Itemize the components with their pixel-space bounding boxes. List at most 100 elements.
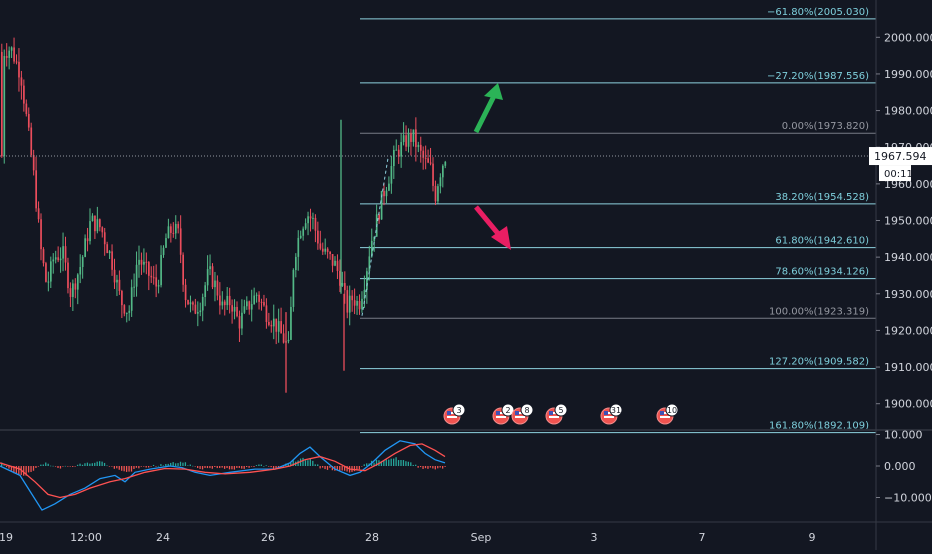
macd-histogram-bar — [25, 466, 27, 476]
candle-body — [18, 61, 20, 78]
event-count-badge — [554, 403, 568, 417]
candle-body — [177, 223, 180, 229]
candle-body — [20, 77, 23, 86]
macd-histogram-bar — [206, 466, 209, 469]
macd-histogram-bar — [255, 465, 258, 466]
macd-histogram-bar — [390, 458, 392, 466]
candle-body — [393, 149, 395, 167]
macd-histogram-bar — [76, 464, 79, 466]
macd-histogram-bar — [233, 466, 236, 470]
flag-stripe — [604, 412, 614, 414]
candle-body — [23, 85, 25, 104]
time-tick-label: 9 — [809, 531, 816, 544]
macd-histogram-bar — [197, 466, 199, 469]
candle-body — [388, 183, 390, 191]
macd-histogram-bar — [103, 462, 106, 466]
fib-label: 127.20%(1909.582) — [769, 357, 869, 368]
macd-histogram-bar — [336, 466, 338, 470]
time-tick-label: Sep — [471, 531, 492, 544]
macd-histogram-bar — [302, 457, 304, 466]
candle-body — [314, 217, 317, 231]
candle-body — [157, 285, 160, 287]
price-tick-label: 1940.000 — [884, 251, 932, 264]
flag-stripe — [549, 416, 559, 418]
macd-tick-label: 10.000 — [884, 429, 923, 442]
macd-histogram-bar — [427, 466, 429, 469]
macd-histogram-bar — [111, 466, 113, 467]
candle-body — [214, 280, 216, 288]
macd-axis[interactable]: 10.000 0.000 −10.000 — [876, 429, 932, 505]
event-marker[interactable]: 31 — [600, 403, 623, 425]
candle-body — [118, 279, 121, 291]
macd-histogram-bar — [1, 462, 3, 466]
candle-body — [101, 227, 104, 233]
candle-body — [238, 316, 241, 329]
candle-body — [67, 262, 69, 289]
candle-body — [432, 163, 434, 186]
fib-label: 100.00%(1923.319) — [769, 306, 869, 317]
macd-histogram-bar — [10, 466, 13, 471]
macd-histogram-bar — [424, 466, 427, 469]
candle-body — [400, 142, 403, 157]
time-tick-label: 3 — [591, 531, 598, 544]
macd-histogram-bar — [211, 466, 213, 469]
flag-canton — [496, 411, 500, 415]
macd-histogram-bar — [108, 466, 111, 467]
candle-body — [373, 236, 376, 241]
candle-body — [282, 333, 285, 343]
event-marker[interactable]: 3 — [443, 403, 466, 425]
macd-histogram-bar — [116, 466, 118, 469]
event-marker[interactable]: 8 — [511, 403, 534, 425]
flag-stripe — [496, 416, 506, 418]
candle-body — [312, 217, 314, 219]
candle-body — [275, 318, 278, 332]
economic-events[interactable]: 3 2 8 5 31 10 — [443, 403, 679, 425]
candle-body — [427, 158, 429, 163]
macd-histogram-bar — [199, 466, 201, 469]
candle-body — [76, 274, 79, 290]
event-marker[interactable]: 10 — [656, 403, 679, 425]
candle-body — [363, 289, 366, 299]
macd-histogram-bar — [106, 465, 108, 467]
macd-histogram-bar — [74, 466, 76, 467]
candle-body — [162, 247, 165, 255]
candle-body — [184, 284, 187, 301]
flag-stripe — [447, 416, 457, 418]
macd-histogram-bar — [91, 463, 93, 466]
candle-body — [344, 283, 346, 291]
arrow-up-icon[interactable] — [473, 83, 503, 134]
macd-histogram-bar — [209, 466, 211, 469]
candle-body — [174, 223, 177, 234]
macd-histogram-bar — [395, 457, 397, 466]
candle-body — [187, 300, 189, 305]
macd-histogram-bar — [123, 466, 125, 472]
fibonacci-retracement[interactable]: −61.80%(2005.030) −27.20%(1987.556) 0.00%(… — [360, 7, 876, 434]
macd-histogram-bar — [138, 466, 140, 469]
direction-arrows[interactable] — [473, 83, 511, 250]
macd-histogram-bar — [304, 460, 307, 466]
candle-body — [103, 232, 106, 245]
macd-histogram-bar — [13, 466, 15, 474]
time-axis[interactable]: 19 12:00 24 26 28 Sep 3 7 9 — [0, 531, 816, 544]
macd-histogram-bar — [57, 466, 59, 468]
candle-body — [442, 165, 444, 178]
macd-histogram-bar — [407, 461, 409, 466]
candle-body — [331, 254, 334, 266]
trend-projection-line[interactable] — [361, 158, 389, 316]
event-marker[interactable]: 5 — [545, 403, 568, 425]
candle-body — [152, 277, 155, 279]
candle-body — [121, 290, 123, 306]
last-price-tag: 1967.594 00:11 — [869, 147, 932, 182]
arrow-down-icon[interactable] — [474, 205, 511, 250]
candle-body — [209, 266, 211, 270]
price-tick-label: 1990.000 — [884, 68, 932, 81]
event-count: 8 — [524, 406, 529, 415]
candle-body — [236, 306, 238, 317]
candle-body — [419, 144, 422, 151]
candle-body — [94, 215, 96, 232]
time-tick-label: 28 — [365, 531, 379, 544]
price-axis[interactable]: 2000.0001990.0001980.0001970.0001960.000… — [876, 31, 932, 411]
candle-body — [206, 269, 209, 286]
candle-body — [341, 283, 344, 286]
